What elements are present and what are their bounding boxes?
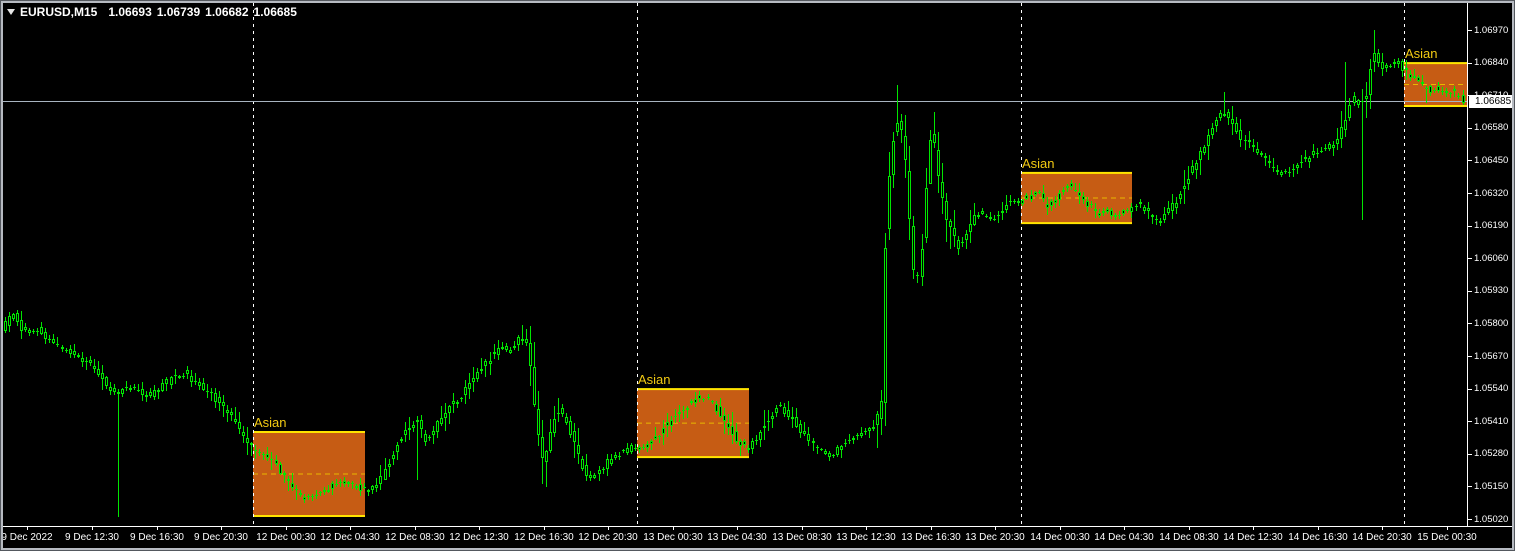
- time-axis-label: 13 Dec 04:30: [707, 532, 767, 543]
- current-price-tag: 1.06685: [1469, 94, 1513, 108]
- time-axis-label: 13 Dec 16:30: [901, 532, 961, 543]
- price-axis-label: 1.05800: [1474, 317, 1509, 329]
- time-axis-label: 14 Dec 16:30: [1288, 532, 1348, 543]
- candles: [4, 30, 1465, 517]
- price-axis-label: 1.06970: [1474, 24, 1509, 36]
- time-axis-label: 14 Dec 08:30: [1159, 532, 1219, 543]
- price-axis-label: 1.05540: [1474, 383, 1509, 395]
- time-axis-label: 12 Dec 04:30: [320, 532, 380, 543]
- price-axis-label: 1.06320: [1474, 187, 1509, 199]
- time-axis-label: 13 Dec 00:30: [643, 532, 703, 543]
- price-axis-label: 1.05670: [1474, 350, 1509, 362]
- price-axis-label: 1.05280: [1474, 448, 1509, 460]
- price-axis-label: 1.05150: [1474, 480, 1509, 492]
- time-axis-label: 12 Dec 12:30: [449, 532, 509, 543]
- ohlc-open-value: 1.06693: [108, 5, 152, 19]
- asian-session-label: Asian: [1405, 46, 1438, 62]
- chart-marker-icon: [7, 9, 15, 15]
- symbol-timeframe-label: EURUSD,M15: [20, 5, 98, 19]
- price-axis-label: 1.06450: [1474, 154, 1509, 166]
- time-axis-label: 9 Dec 2022: [1, 532, 53, 543]
- price-axis-label: 1.05020: [1474, 513, 1509, 525]
- time-axis-label: 9 Dec 16:30: [130, 532, 184, 543]
- time-axis-label: 12 Dec 20:30: [578, 532, 638, 543]
- current-price-value: 1.06685: [1475, 95, 1512, 107]
- time-axis-label: 13 Dec 08:30: [772, 532, 832, 543]
- price-axis-label: 1.06580: [1474, 122, 1509, 134]
- chart-title: EURUSD,M15 1.06693 1.06739 1.06682 1.066…: [7, 5, 302, 19]
- time-axis-label: 14 Dec 12:30: [1223, 532, 1283, 543]
- time-axis-label: 14 Dec 04:30: [1094, 532, 1154, 543]
- ohlc-low-value: 1.06682: [205, 5, 249, 19]
- ohlc-close-value: 1.06685: [253, 5, 297, 19]
- time-axis-label: 12 Dec 08:30: [385, 532, 445, 543]
- price-axis-label: 1.05930: [1474, 285, 1509, 297]
- asian-session-label: Asian: [1022, 155, 1055, 171]
- time-axis-label: 9 Dec 12:30: [65, 532, 119, 543]
- time-axis-label: 14 Dec 00:30: [1030, 532, 1090, 543]
- time-axis-label: 13 Dec 20:30: [965, 532, 1025, 543]
- price-axis-label: 1.05410: [1474, 415, 1509, 427]
- time-axis-label: 9 Dec 20:30: [194, 532, 248, 543]
- asian-session-label: Asian: [254, 414, 287, 430]
- asian-session-label: Asian: [638, 372, 671, 388]
- price-axis-label: 1.06060: [1474, 252, 1509, 264]
- time-axis-label: 12 Dec 00:30: [256, 532, 316, 543]
- time-axis-label: 12 Dec 16:30: [514, 532, 574, 543]
- price-axis-label: 1.06840: [1474, 57, 1509, 69]
- time-axis-label: 14 Dec 20:30: [1352, 532, 1412, 543]
- time-axis-label: 13 Dec 12:30: [836, 532, 896, 543]
- ohlc-high-value: 1.06739: [156, 5, 201, 19]
- time-axis-label: 15 Dec 00:30: [1417, 532, 1477, 543]
- price-axis-label: 1.06190: [1474, 220, 1509, 232]
